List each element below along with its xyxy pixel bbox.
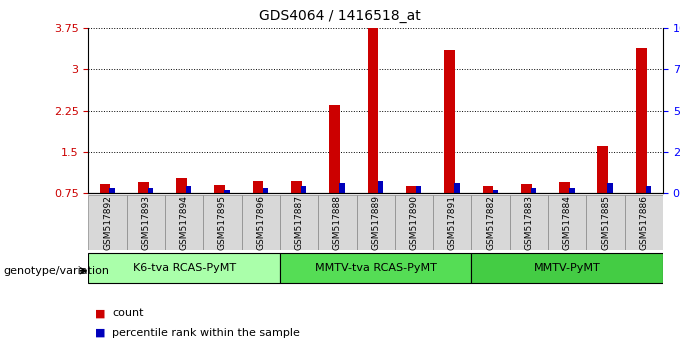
Bar bbox=[368, 28, 378, 193]
Bar bbox=[280, 195, 318, 250]
Bar bbox=[433, 195, 471, 250]
Bar bbox=[548, 195, 586, 250]
Text: genotype/variation: genotype/variation bbox=[3, 266, 109, 276]
Bar bbox=[329, 105, 340, 193]
Text: K6-tva RCAS-PyMT: K6-tva RCAS-PyMT bbox=[133, 263, 236, 273]
Bar bbox=[253, 181, 263, 193]
Text: percentile rank within the sample: percentile rank within the sample bbox=[112, 328, 300, 338]
Text: GSM517890: GSM517890 bbox=[409, 195, 418, 250]
Text: GSM517884: GSM517884 bbox=[563, 195, 572, 250]
Bar bbox=[241, 195, 280, 250]
Bar bbox=[569, 188, 575, 193]
Text: MMTV-PyMT: MMTV-PyMT bbox=[534, 263, 600, 273]
Text: count: count bbox=[112, 308, 143, 318]
Bar bbox=[406, 186, 417, 193]
Bar bbox=[586, 195, 625, 250]
Bar bbox=[521, 184, 532, 193]
Text: GSM517887: GSM517887 bbox=[294, 195, 303, 250]
Text: ■: ■ bbox=[95, 308, 105, 318]
Text: GSM517889: GSM517889 bbox=[371, 195, 380, 250]
Bar bbox=[126, 195, 165, 250]
Bar bbox=[176, 178, 187, 193]
Bar bbox=[531, 188, 537, 193]
Bar bbox=[291, 181, 302, 193]
Bar bbox=[492, 190, 498, 193]
Text: GDS4064 / 1416518_at: GDS4064 / 1416518_at bbox=[259, 9, 421, 23]
Text: GSM517886: GSM517886 bbox=[639, 195, 648, 250]
Bar bbox=[625, 195, 663, 250]
Bar bbox=[377, 181, 383, 193]
Text: GSM517888: GSM517888 bbox=[333, 195, 342, 250]
Bar bbox=[138, 182, 148, 193]
Bar bbox=[318, 195, 356, 250]
Text: GSM517885: GSM517885 bbox=[601, 195, 610, 250]
Bar bbox=[280, 253, 471, 283]
Bar bbox=[99, 184, 110, 193]
Bar bbox=[203, 195, 241, 250]
Bar bbox=[510, 195, 548, 250]
Bar bbox=[186, 186, 192, 193]
Bar bbox=[339, 183, 345, 193]
Bar bbox=[598, 146, 608, 193]
Bar bbox=[636, 47, 647, 193]
Text: ■: ■ bbox=[95, 328, 105, 338]
Bar bbox=[165, 195, 203, 250]
Bar bbox=[483, 186, 493, 193]
Bar bbox=[301, 186, 307, 193]
Bar bbox=[559, 182, 570, 193]
Bar bbox=[416, 186, 422, 193]
Bar bbox=[224, 190, 230, 193]
Text: GSM517891: GSM517891 bbox=[448, 195, 457, 250]
Bar bbox=[646, 186, 651, 193]
Text: GSM517894: GSM517894 bbox=[180, 195, 188, 250]
Bar bbox=[444, 50, 455, 193]
Bar bbox=[395, 195, 433, 250]
Bar bbox=[214, 185, 225, 193]
Bar bbox=[109, 188, 115, 193]
Bar bbox=[262, 188, 268, 193]
Text: GSM517896: GSM517896 bbox=[256, 195, 265, 250]
Text: GSM517892: GSM517892 bbox=[103, 195, 112, 250]
Bar bbox=[148, 188, 153, 193]
Bar bbox=[471, 195, 510, 250]
Text: GSM517893: GSM517893 bbox=[141, 195, 150, 250]
Bar bbox=[607, 183, 613, 193]
Bar bbox=[471, 253, 663, 283]
Text: GSM517883: GSM517883 bbox=[524, 195, 533, 250]
Bar bbox=[356, 195, 395, 250]
Text: MMTV-tva RCAS-PyMT: MMTV-tva RCAS-PyMT bbox=[315, 263, 437, 273]
Bar bbox=[88, 195, 126, 250]
Bar bbox=[454, 183, 460, 193]
Bar bbox=[88, 253, 280, 283]
Text: GSM517882: GSM517882 bbox=[486, 195, 495, 250]
Text: GSM517895: GSM517895 bbox=[218, 195, 227, 250]
